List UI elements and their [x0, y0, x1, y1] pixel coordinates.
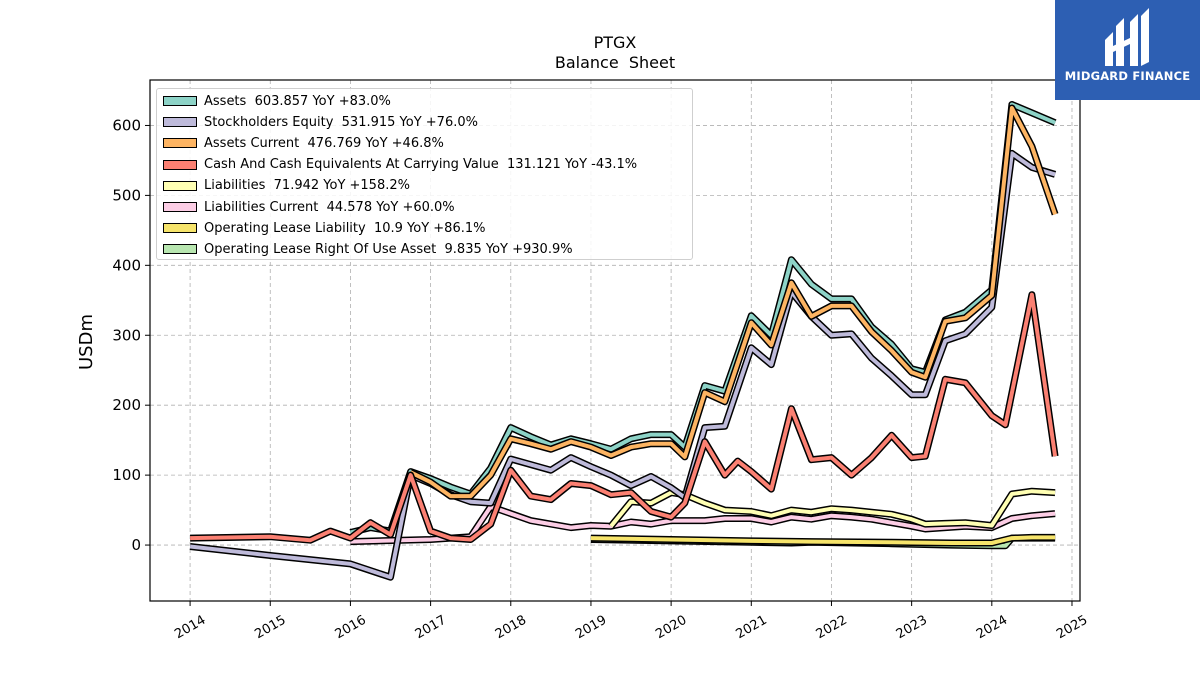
x-tick-label: 2015 — [252, 613, 288, 643]
legend-item: Assets 603.857 YoY +83.0% — [163, 92, 391, 110]
legend-item: Assets Current 476.769 YoY +46.8% — [163, 134, 444, 152]
legend-item: Cash And Cash Equivalents At Carrying Va… — [163, 156, 637, 174]
x-tick-label: 2017 — [413, 613, 449, 643]
y-tick-label: 100 — [112, 466, 141, 484]
x-tick-label: 2018 — [493, 613, 529, 643]
series-line — [350, 504, 1056, 544]
series-line-outline — [190, 291, 1059, 544]
legend-swatch — [163, 180, 197, 191]
legend-item: Liabilities 71.942 YoY +158.2% — [163, 177, 410, 195]
legend-label: Cash And Cash Equivalents At Carrying Va… — [204, 157, 638, 173]
legend-label: Assets 603.857 YoY +83.0% — [204, 93, 391, 109]
legend-swatch — [163, 244, 197, 255]
legend-item: Operating Lease Right Of Use Asset 9.835… — [163, 240, 573, 258]
legend-label: Operating Lease Liability 10.9 YoY +86.1… — [204, 220, 486, 236]
legend-item: Stockholders Equity 531.915 YoY +76.0% — [163, 113, 478, 131]
logo-mark-icon — [1105, 8, 1149, 66]
y-tick-label: 0 — [131, 536, 141, 554]
x-tick-label: 2020 — [653, 613, 689, 643]
legend-label: Operating Lease Right Of Use Asset 9.835… — [204, 241, 573, 257]
x-tick-label: 2016 — [333, 613, 369, 643]
legend-label: Stockholders Equity 531.915 YoY +76.0% — [204, 114, 478, 130]
chart-subtitle: Balance Sheet — [555, 53, 675, 72]
chart-legend: Assets 603.857 YoY +83.0% Stockholders Eq… — [156, 88, 693, 260]
legend-label: Liabilities Current 44.578 YoY +60.0% — [204, 199, 455, 215]
legend-swatch — [163, 117, 197, 128]
y-tick-label: 200 — [112, 396, 141, 414]
legend-swatch — [163, 223, 197, 234]
series-line — [190, 292, 1058, 543]
y-tick-label: 400 — [112, 256, 141, 274]
legend-swatch — [163, 138, 197, 149]
x-tick-label: 2019 — [573, 613, 609, 643]
y-tick-label: 600 — [112, 116, 141, 134]
x-tick-label: 2024 — [974, 613, 1010, 643]
series-line — [409, 106, 1057, 499]
legend-item: Liabilities Current 44.578 YoY +60.0% — [163, 198, 455, 216]
legend-label: Liabilities 71.942 YoY +158.2% — [204, 178, 410, 194]
x-tick-label: 2014 — [172, 613, 208, 643]
plot-frame — [149, 79, 1081, 602]
x-tick-label: 2021 — [733, 613, 769, 643]
y-axis-label: USDm — [76, 314, 97, 370]
legend-swatch — [163, 202, 197, 212]
legend-label: Assets Current 476.769 YoY +46.8% — [204, 135, 444, 151]
y-tick-label: 300 — [112, 326, 141, 344]
x-tick-label: 2022 — [814, 613, 850, 643]
x-tick-label: 2023 — [894, 613, 930, 643]
y-tick-label: 500 — [112, 186, 141, 204]
x-tick-label: 2025 — [1054, 613, 1090, 643]
legend-item: Operating Lease Liability 10.9 YoY +86.1… — [163, 219, 485, 237]
series-line — [590, 535, 1056, 545]
legend-swatch — [163, 96, 197, 106]
series-lines — [189, 101, 1059, 581]
chart-title: PTGX — [594, 33, 637, 52]
midgard-finance-logo: MIDGARD FINANCE — [1055, 0, 1200, 100]
legend-swatch — [163, 159, 197, 170]
logo-text: MIDGARD FINANCE — [1064, 69, 1191, 83]
